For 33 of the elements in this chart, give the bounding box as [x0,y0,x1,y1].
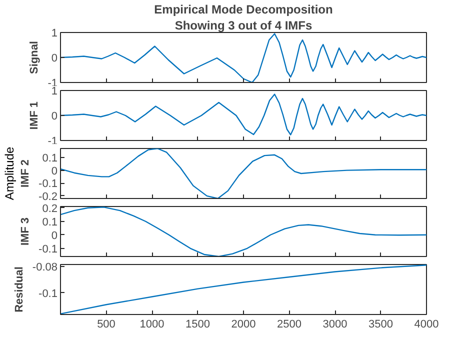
line-series [60,264,426,314]
x-tick-label: 3000 [322,318,348,330]
y-tick-label: 1 [51,28,58,40]
y-tick-label: 0.2 [42,202,58,215]
y-axis-title: IMF 2 [20,159,32,188]
y-tick-label: 0 [51,230,58,242]
y-axis-title: IMF 1 [28,101,41,130]
y-tick-label: 0 [51,165,58,178]
y-tick-label: -0.1 [38,178,58,190]
x-tick-label: 1000 [140,318,164,330]
y-axis-title: IMF 3 [20,217,32,246]
y-tick-label: -0.1 [38,288,58,300]
x-tick-label: 2500 [277,318,302,330]
line-series [60,206,426,256]
y-tick-label: -0.1 [38,243,58,256]
x-tick-label: 500 [97,318,116,330]
y-tick-label: 0 [51,52,58,64]
line-series [60,148,426,198]
y-tick-label: 0.1 [42,216,58,228]
y-tick-label: 0 [51,110,58,122]
y-tick-label: 0.1 [42,152,58,164]
x-tick-label: 2000 [231,318,256,330]
text: Amplitude [2,146,16,200]
x-tick-label: 1500 [186,318,210,330]
y-tick-label: -0.2 [38,190,58,203]
y-axis-title: Signal [28,40,41,74]
chart-title: Empirical Mode Decomposition [154,2,333,16]
x-tick-label: 4000 [414,318,439,330]
y-tick-label: 1 [51,86,58,98]
y-axis-title: Residual [13,266,26,312]
x-tick-label: 3500 [368,318,393,330]
chart-subtitle: Showing 3 out of 4 IMFs [174,18,312,32]
y-tick-label: -0.08 [32,261,58,274]
